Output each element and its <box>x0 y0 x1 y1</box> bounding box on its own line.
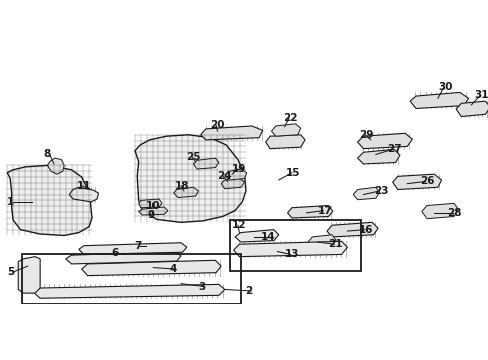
Polygon shape <box>200 126 262 140</box>
Bar <box>22 255 241 304</box>
Polygon shape <box>69 187 98 202</box>
Polygon shape <box>409 93 468 108</box>
Polygon shape <box>34 284 224 298</box>
Text: 10: 10 <box>146 201 160 211</box>
Text: 31: 31 <box>473 90 488 100</box>
Text: 19: 19 <box>232 164 246 174</box>
Text: 27: 27 <box>386 144 401 154</box>
Polygon shape <box>455 101 488 117</box>
Polygon shape <box>287 206 332 218</box>
Polygon shape <box>352 187 379 200</box>
Polygon shape <box>235 230 278 242</box>
Polygon shape <box>357 133 411 149</box>
Polygon shape <box>139 207 167 215</box>
Text: 11: 11 <box>77 181 91 191</box>
Text: 8: 8 <box>44 149 51 159</box>
Text: 26: 26 <box>419 176 433 186</box>
Text: 13: 13 <box>284 249 299 260</box>
Polygon shape <box>233 241 346 257</box>
Polygon shape <box>224 169 246 180</box>
Text: 9: 9 <box>147 210 154 220</box>
Text: 18: 18 <box>175 181 189 191</box>
Text: 3: 3 <box>198 282 205 292</box>
Text: 6: 6 <box>111 248 118 258</box>
Bar <box>229 220 361 271</box>
Text: 25: 25 <box>186 152 200 162</box>
Polygon shape <box>139 199 162 208</box>
Polygon shape <box>392 174 441 189</box>
Polygon shape <box>421 203 457 219</box>
Polygon shape <box>135 135 245 222</box>
Text: 28: 28 <box>446 208 460 218</box>
Text: 4: 4 <box>169 264 176 274</box>
Text: 24: 24 <box>217 171 232 181</box>
Polygon shape <box>307 235 335 248</box>
Polygon shape <box>221 178 244 189</box>
Text: 20: 20 <box>210 120 224 130</box>
Text: 21: 21 <box>328 239 342 249</box>
Text: 5: 5 <box>7 267 15 277</box>
Polygon shape <box>265 135 305 149</box>
Polygon shape <box>173 187 198 198</box>
Polygon shape <box>193 158 219 169</box>
Text: 2: 2 <box>244 286 252 296</box>
Polygon shape <box>271 124 300 136</box>
Text: 1: 1 <box>7 197 15 207</box>
Text: 16: 16 <box>358 225 373 235</box>
Text: 22: 22 <box>283 113 297 123</box>
Polygon shape <box>7 165 92 235</box>
Polygon shape <box>79 243 186 255</box>
Text: 7: 7 <box>134 241 142 251</box>
Polygon shape <box>47 158 64 174</box>
Text: 15: 15 <box>285 168 300 178</box>
Text: 23: 23 <box>373 186 387 196</box>
Polygon shape <box>81 260 221 276</box>
Polygon shape <box>357 149 399 164</box>
Polygon shape <box>326 222 377 237</box>
Text: 17: 17 <box>317 206 331 216</box>
Text: 14: 14 <box>261 232 275 242</box>
Text: 29: 29 <box>358 130 373 140</box>
Polygon shape <box>18 257 40 293</box>
Text: 12: 12 <box>232 220 246 230</box>
Polygon shape <box>65 252 181 264</box>
Text: 30: 30 <box>437 82 451 92</box>
